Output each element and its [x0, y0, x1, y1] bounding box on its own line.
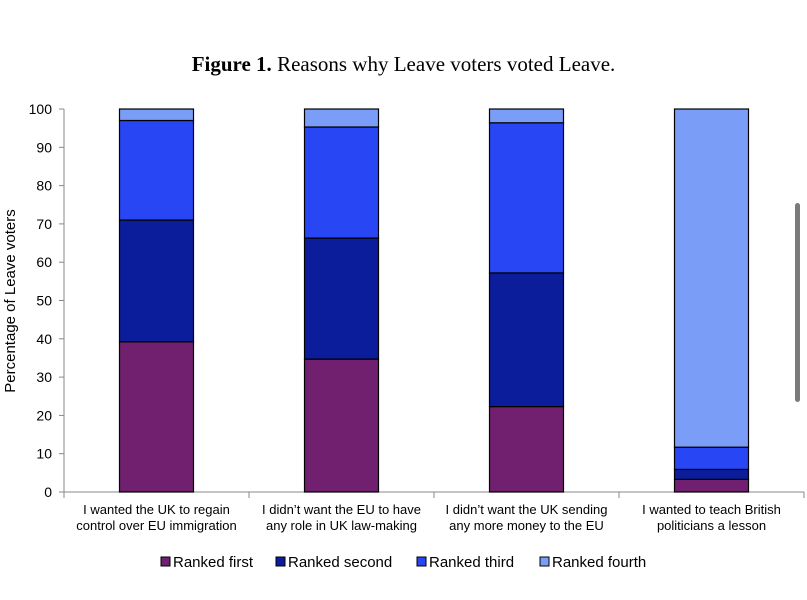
bar-segment-ranked-fourth [118, 108, 195, 122]
bar-segment-ranked-first [118, 341, 195, 493]
bar-segment-ranked-second [673, 468, 750, 480]
bar-segment-ranked-fourth [488, 108, 565, 124]
legend-swatch [539, 556, 550, 567]
legend-swatch [275, 556, 286, 567]
x-category-label: politicians a lesson [657, 518, 766, 533]
x-category-label: I wanted the UK to regain [83, 502, 230, 517]
y-tick-label: 20 [36, 407, 52, 423]
x-category-label: any more money to the EU [449, 518, 604, 533]
y-tick-label: 80 [36, 178, 52, 194]
chart-title: Figure 1. Reasons why Leave voters voted… [0, 52, 807, 77]
bar-segment-ranked-fourth [673, 108, 750, 448]
y-axis-label: Percentage of Leave voters [2, 209, 19, 392]
y-tick-label: 40 [36, 331, 52, 347]
y-tick-label: 70 [36, 216, 52, 232]
y-tick-label: 90 [36, 139, 52, 155]
bar-segment-ranked-first [488, 405, 565, 493]
x-category-label: I wanted to teach British [642, 502, 781, 517]
legend-label: Ranked third [429, 554, 514, 571]
figure-number: Figure 1. [191, 52, 272, 76]
bar-segment-ranked-second [118, 219, 195, 343]
y-tick-label: 60 [36, 254, 52, 270]
legend-label: Ranked first [173, 554, 254, 571]
bar-segment-ranked-second [488, 272, 565, 408]
vertical-scrollbar[interactable] [795, 203, 800, 402]
bar-segment-ranked-third [303, 126, 380, 239]
legend-label: Ranked fourth [552, 554, 646, 571]
bar-segment-ranked-first [303, 358, 380, 493]
y-tick-label: 10 [36, 446, 52, 462]
legend-label: Ranked second [288, 554, 392, 571]
y-tick-label: 50 [36, 293, 52, 309]
bar-segment-ranked-second [303, 237, 380, 360]
bar-segment-ranked-first [673, 478, 750, 493]
chart-title-text: Reasons why Leave voters voted Leave. [277, 52, 616, 76]
x-category-label: I didn’t want the EU to have [262, 502, 421, 517]
legend: Ranked first Ranked second Ranked third Ran… [160, 554, 646, 571]
bar-segment-ranked-third [118, 119, 195, 221]
bars [118, 108, 750, 493]
x-category-label: any role in UK law-making [266, 518, 417, 533]
x-category-label: I didn’t want the UK sending [446, 502, 608, 517]
bar-segment-ranked-fourth [303, 108, 380, 128]
y-tick-label: 0 [44, 484, 52, 500]
x-category-label: control over EU immigration [76, 518, 236, 533]
legend-swatch [416, 556, 427, 567]
y-tick-label: 100 [29, 101, 53, 117]
bar-segment-ranked-third [488, 122, 565, 274]
legend-swatch [160, 556, 171, 567]
y-tick-label: 30 [36, 369, 52, 385]
bar-segment-ranked-third [673, 446, 750, 471]
y-axis: 0 10 20 30 40 50 60 70 80 90 100 [29, 101, 65, 500]
